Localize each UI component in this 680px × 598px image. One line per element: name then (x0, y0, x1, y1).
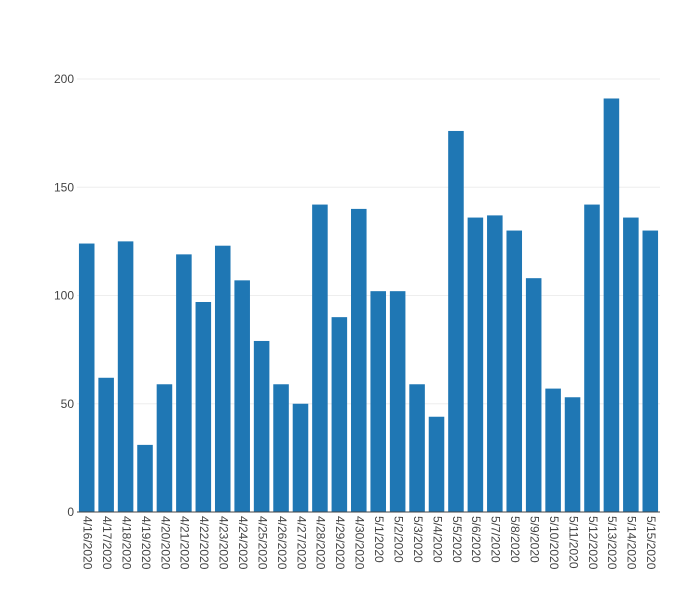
bar-5-2-2020[interactable] (389, 291, 406, 512)
x-tick-label: 4/20/2020 (158, 516, 172, 570)
bar-5-7-2020[interactable] (487, 215, 503, 512)
x-tick-label: 4/22/2020 (197, 516, 211, 570)
gridlines (77, 78, 660, 405)
bar-5-9-2020[interactable] (525, 278, 542, 512)
bar-5-8-2020[interactable] (506, 230, 523, 513)
y-tick-label: 50 (61, 397, 75, 411)
x-tick-label: 4/30/2020 (353, 516, 367, 570)
y-tick-label: 0 (67, 505, 74, 519)
bar-5-10-2020[interactable] (545, 388, 561, 512)
bar-5-6-2020[interactable] (467, 217, 484, 512)
bar-5-14-2020[interactable] (623, 217, 639, 512)
x-tick-label: 4/24/2020 (236, 516, 250, 570)
bar-4-29-2020[interactable] (331, 317, 348, 512)
x-tick-label: 4/27/2020 (294, 516, 308, 570)
x-tick-label: 5/9/2020 (528, 516, 542, 563)
x-tick-label: 5/10/2020 (547, 516, 561, 570)
bar-4-20-2020[interactable] (156, 384, 173, 512)
x-tick-label: 5/7/2020 (489, 516, 503, 563)
x-tick-label: 4/19/2020 (139, 516, 153, 570)
bar-4-30-2020[interactable] (351, 208, 367, 512)
bar-5-13-2020[interactable] (603, 98, 620, 513)
y-tick-label: 200 (54, 72, 74, 86)
x-tick-label: 4/18/2020 (119, 516, 133, 570)
x-tick-label: 4/25/2020 (255, 516, 269, 570)
bar-5-5-2020[interactable] (448, 130, 464, 512)
x-tick-label: 5/2/2020 (391, 516, 405, 563)
x-tick-label: 4/29/2020 (333, 516, 347, 570)
x-tick-label: 5/8/2020 (508, 516, 522, 563)
x-tick-label: 4/21/2020 (178, 516, 192, 570)
bar-4-25-2020[interactable] (253, 340, 270, 512)
x-tick-label: 4/26/2020 (275, 516, 289, 570)
bars (78, 98, 659, 513)
bar-4-26-2020[interactable] (273, 384, 289, 512)
x-tick-label: 5/11/2020 (566, 516, 580, 569)
bar-4-17-2020[interactable] (98, 377, 114, 512)
bar-4-27-2020[interactable] (292, 403, 309, 512)
x-tick-label: 5/1/2020 (372, 516, 386, 563)
y-tick-labels: 0 50 100 150 200 (54, 72, 74, 519)
bar-4-22-2020[interactable] (195, 301, 212, 512)
x-tick-label: 5/13/2020 (605, 516, 619, 570)
bar-4-19-2020[interactable] (137, 444, 153, 512)
bar-4-21-2020[interactable] (176, 254, 192, 513)
bar-5-1-2020[interactable] (370, 291, 386, 512)
bar-5-4-2020[interactable] (428, 416, 445, 512)
bar-5-15-2020[interactable] (642, 230, 659, 513)
y-tick-label: 100 (54, 289, 74, 303)
x-tick-label: 5/5/2020 (450, 516, 464, 563)
x-tick-label: 5/15/2020 (644, 516, 658, 570)
x-tick-label: 4/17/2020 (100, 516, 114, 570)
x-tick-label: 4/23/2020 (217, 516, 231, 570)
bar-4-18-2020[interactable] (117, 241, 134, 512)
x-tick-label: 5/14/2020 (625, 516, 639, 570)
bar-4-24-2020[interactable] (234, 280, 250, 512)
bar-5-3-2020[interactable] (409, 384, 425, 512)
x-tick-label: 5/12/2020 (586, 516, 600, 570)
bar-4-28-2020[interactable] (312, 204, 328, 512)
x-tick-label: 4/16/2020 (81, 516, 95, 570)
bar-5-12-2020[interactable] (584, 204, 600, 512)
bar-4-23-2020[interactable] (214, 245, 231, 512)
x-tick-label: 5/6/2020 (469, 516, 483, 563)
x-tick-label: 5/4/2020 (430, 516, 444, 563)
bar-5-11-2020[interactable] (564, 397, 581, 512)
bar-4-16-2020[interactable] (78, 243, 95, 513)
x-tick-labels: 4/16/2020 4/17/2020 4/18/2020 4/19/2020 4/20… (81, 516, 659, 570)
x-tick-label: 4/28/2020 (314, 516, 328, 570)
x-tick-label: 5/3/2020 (411, 516, 425, 563)
y-tick-label: 150 (54, 180, 74, 194)
